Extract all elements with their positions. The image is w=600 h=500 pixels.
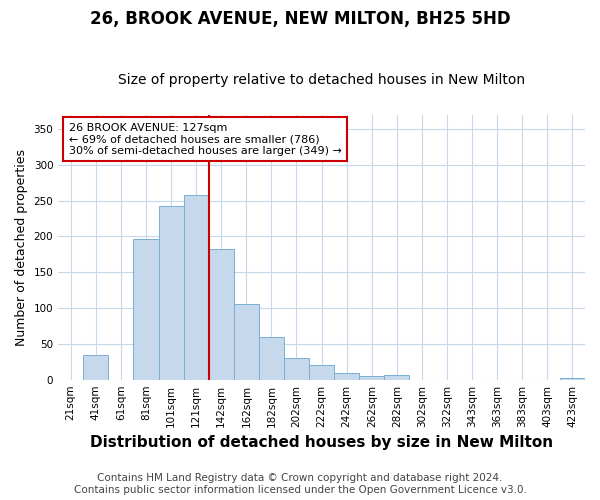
Bar (158, 206, 184, 380)
Bar (184, 195, 209, 380)
Title: Size of property relative to detached houses in New Milton: Size of property relative to detached ho… (118, 73, 525, 87)
Bar (309, 366, 334, 380)
X-axis label: Distribution of detached houses by size in New Milton: Distribution of detached houses by size … (90, 435, 553, 450)
Y-axis label: Number of detached properties: Number of detached properties (15, 148, 28, 346)
Bar (234, 304, 259, 380)
Bar (334, 372, 359, 380)
Bar (560, 378, 585, 380)
Bar (259, 336, 284, 380)
Text: 26 BROOK AVENUE: 127sqm
← 69% of detached houses are smaller (786)
30% of semi-d: 26 BROOK AVENUE: 127sqm ← 69% of detache… (69, 122, 341, 156)
Bar (83, 354, 109, 380)
Text: 26, BROOK AVENUE, NEW MILTON, BH25 5HD: 26, BROOK AVENUE, NEW MILTON, BH25 5HD (89, 10, 511, 28)
Bar (359, 376, 385, 380)
Bar (133, 238, 158, 380)
Bar (284, 358, 309, 380)
Bar (385, 376, 409, 380)
Text: Contains HM Land Registry data © Crown copyright and database right 2024.
Contai: Contains HM Land Registry data © Crown c… (74, 474, 526, 495)
Bar (209, 248, 234, 380)
